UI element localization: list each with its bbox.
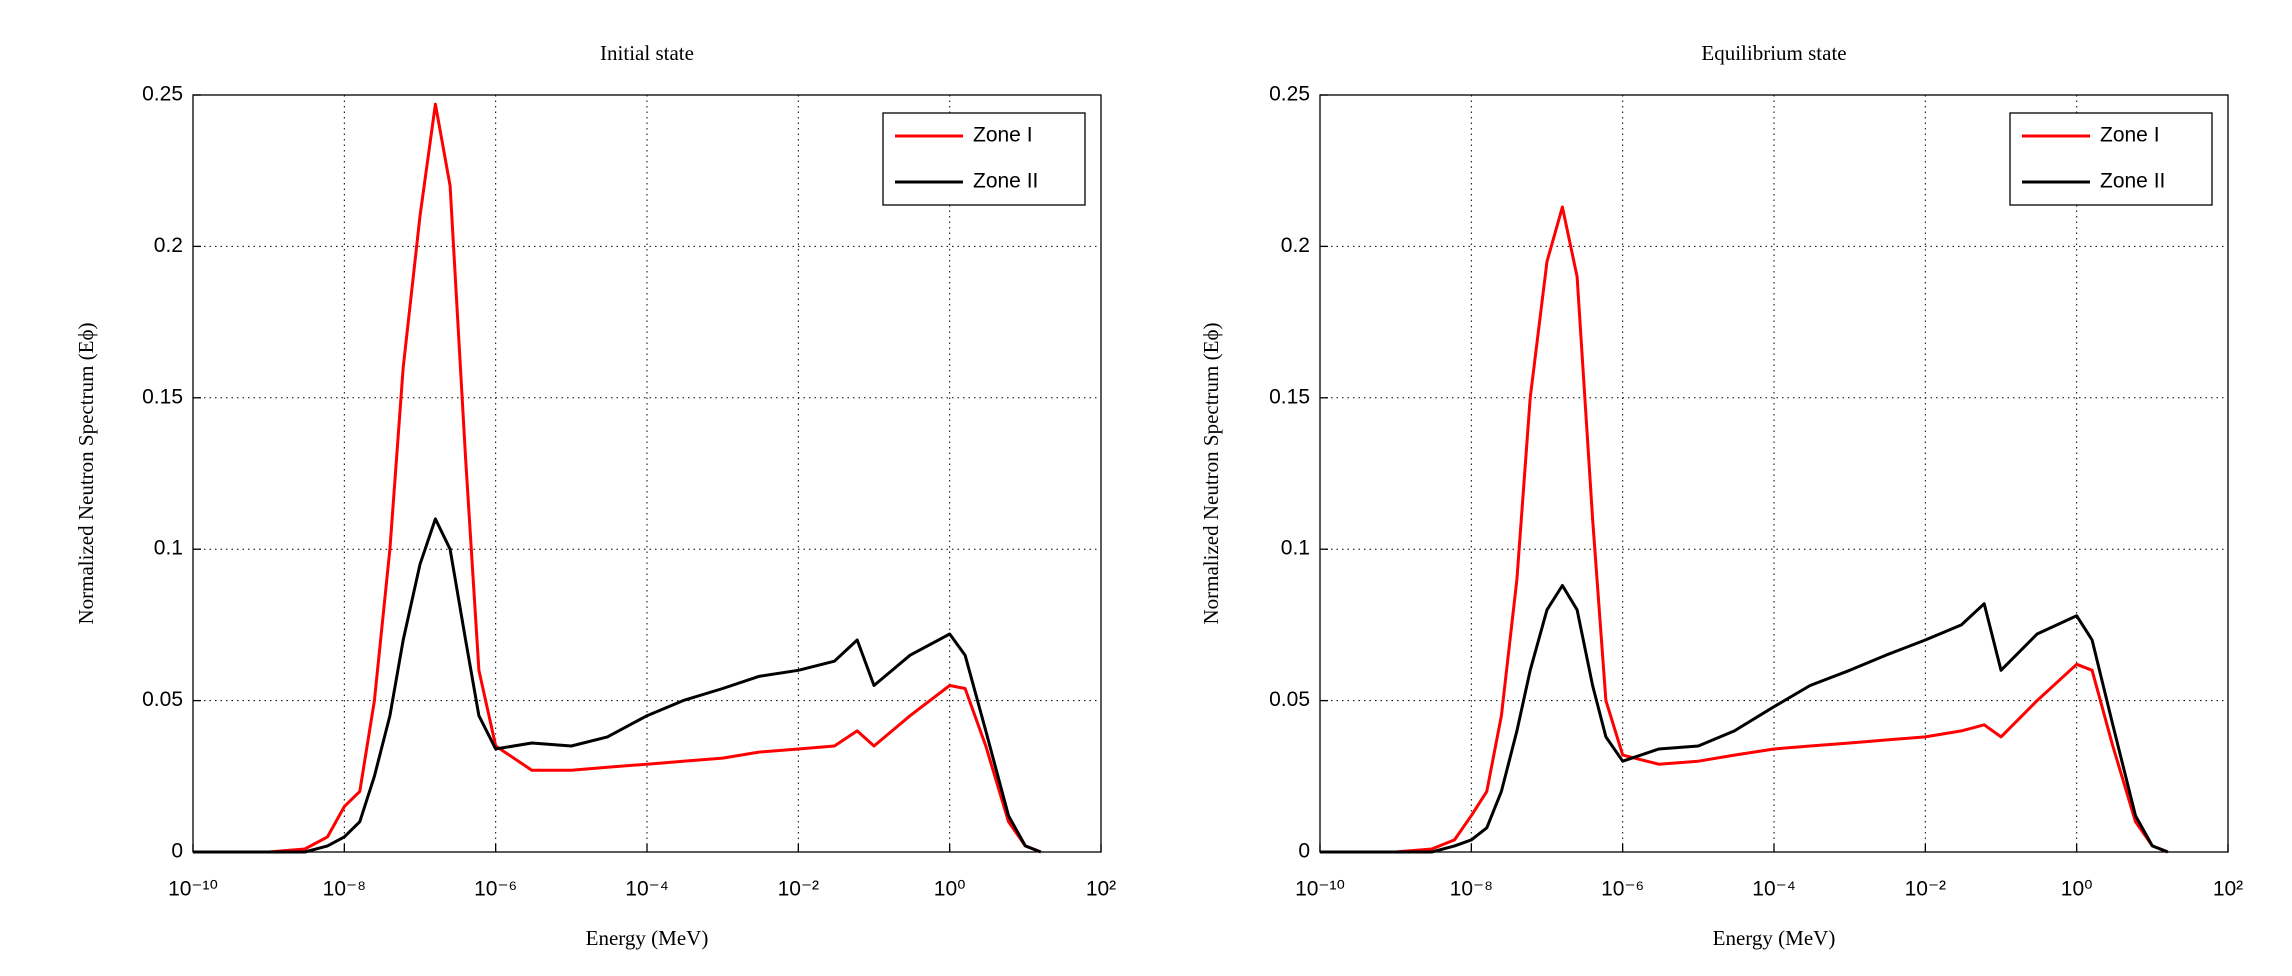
x-tick-label: 10⁰ xyxy=(934,878,966,901)
legend-label: Zone II xyxy=(2100,170,2165,193)
chart-title: Initial state xyxy=(600,41,694,65)
legend-label: Zone I xyxy=(2100,124,2160,147)
x-tick-label: 10⁻⁶ xyxy=(1601,878,1644,901)
y-tick-label: 0.15 xyxy=(1269,385,1310,408)
y-tick-label: 0.2 xyxy=(1281,234,1310,257)
y-tick-label: 0.25 xyxy=(1269,83,1310,106)
axes-box xyxy=(1319,94,2229,853)
series-line xyxy=(1320,205,2169,854)
x-tick-label: 10⁻² xyxy=(778,878,819,901)
y-tick-label: 0.2 xyxy=(154,234,183,257)
x-tick-label: 10⁻¹⁰ xyxy=(168,878,218,901)
x-tick-label: 10⁻⁸ xyxy=(323,878,366,901)
plot-area xyxy=(193,95,1101,852)
series-line xyxy=(1320,584,2169,854)
series-line xyxy=(193,102,1042,854)
plot-area xyxy=(1320,95,2228,852)
x-axis-label: Energy (MeV) xyxy=(1713,926,1836,950)
legend-box xyxy=(2009,112,2213,206)
chart-title: Equilibrium state xyxy=(1701,41,1846,65)
x-tick-label: 10⁻⁴ xyxy=(1752,878,1795,901)
x-tick-label: 10² xyxy=(1086,878,1116,901)
series-line xyxy=(193,517,1042,854)
x-tick-label: 10⁰ xyxy=(2061,878,2093,901)
y-tick-label: 0 xyxy=(1298,840,1310,863)
y-tick-label: 0 xyxy=(171,840,183,863)
legend-box xyxy=(882,112,1086,206)
x-tick-label: 10⁻² xyxy=(1905,878,1946,901)
y-tick-label: 0.25 xyxy=(142,83,183,106)
y-tick-label: 0.1 xyxy=(1281,537,1310,560)
y-tick-label: 0.1 xyxy=(154,537,183,560)
legend-label: Zone I xyxy=(973,124,1033,147)
x-tick-label: 10⁻⁶ xyxy=(474,878,517,901)
x-tick-label: 10² xyxy=(2213,878,2243,901)
y-axis-label: Normalized Neutron Spectrum (Eϕ) xyxy=(74,322,98,624)
y-tick-label: 0.05 xyxy=(142,688,183,711)
legend-label: Zone II xyxy=(973,170,1038,193)
y-tick-label: 0.15 xyxy=(142,385,183,408)
y-tick-label: 0.05 xyxy=(1269,688,1310,711)
x-tick-label: 10⁻¹⁰ xyxy=(1295,878,1345,901)
axes-box xyxy=(192,94,1102,853)
x-tick-label: 10⁻⁸ xyxy=(1450,878,1493,901)
x-tick-label: 10⁻⁴ xyxy=(625,878,668,901)
x-axis-label: Energy (MeV) xyxy=(586,926,709,950)
y-axis-label: Normalized Neutron Spectrum (Eϕ) xyxy=(1199,322,1223,624)
